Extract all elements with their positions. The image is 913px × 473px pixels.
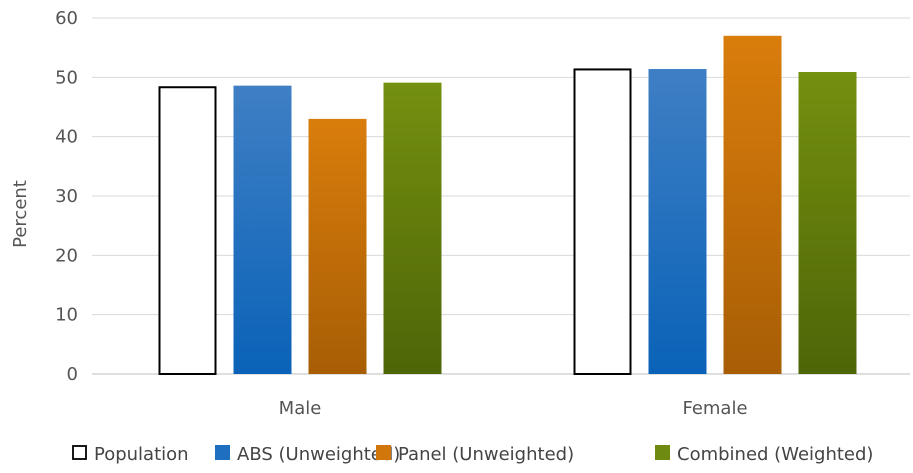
legend-swatch-population — [72, 445, 87, 460]
legend-swatch-abs-unweighted — [215, 445, 230, 460]
legend-label-population: Population — [94, 444, 189, 465]
legend-label-panel-unweighted: Panel (Unweighted) — [398, 444, 574, 465]
legend-swatch-combined-weighted — [655, 445, 670, 460]
bar-female-abs-unweighted — [648, 69, 707, 374]
bar-male-population — [158, 86, 217, 375]
y-tick-label-0: 0 — [67, 364, 78, 385]
x-tick-label-female: Female — [682, 398, 747, 419]
bar-female-combined-weighted — [798, 71, 857, 374]
y-tick-label-40: 40 — [55, 127, 78, 148]
legend-swatch-panel-unweighted — [376, 445, 391, 460]
bar-male-combined-weighted — [383, 82, 442, 374]
bar-male-abs-unweighted — [233, 85, 292, 374]
legend-label-combined-weighted: Combined (Weighted) — [677, 444, 873, 465]
x-axis-ticks: Male Female — [279, 398, 748, 419]
y-tick-label-50: 50 — [55, 67, 78, 88]
bars — [158, 35, 857, 376]
y-tick-label-10: 10 — [55, 305, 78, 326]
y-tick-label-30: 30 — [55, 186, 78, 207]
y-tick-label-20: 20 — [55, 245, 78, 266]
bar-female-population — [573, 68, 632, 376]
legend-label-abs-unweighted: ABS (Unweighted) — [237, 444, 400, 465]
bar-female-panel-unweighted — [723, 35, 782, 375]
legend: Population ABS (Unweighted)Panel (Unweigh… — [72, 444, 873, 465]
y-axis-title: Percent — [10, 180, 31, 248]
y-axis-ticks: 0 10 20 30 40 50 60 — [55, 8, 78, 385]
y-tick-label-60: 60 — [55, 8, 78, 29]
x-tick-label-male: Male — [279, 398, 322, 419]
bar-male-panel-unweighted — [308, 118, 367, 374]
gridlines — [92, 17, 910, 375]
